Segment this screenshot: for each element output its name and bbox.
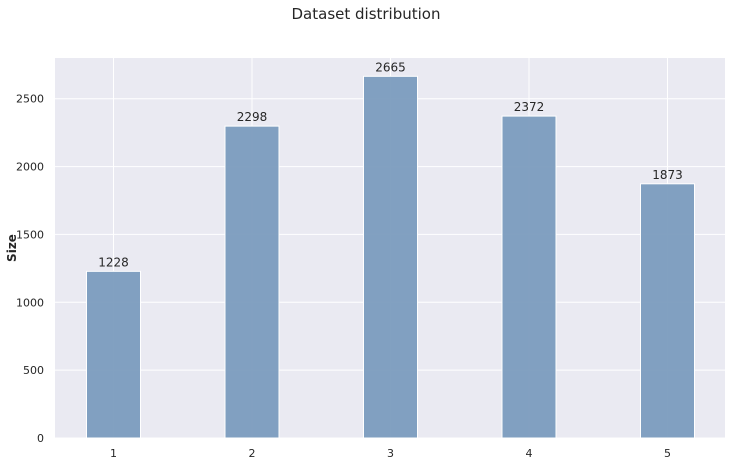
y-axis-ticks: 0 500 1000 1500 2000 2500	[16, 93, 44, 445]
bar-value-label: 2665	[375, 60, 406, 74]
y-tick-label: 1500	[16, 228, 44, 241]
y-tick-label: 2000	[16, 161, 44, 174]
x-tick-label: 1	[110, 447, 117, 460]
bar-value-label: 1228	[98, 255, 129, 269]
bar	[86, 270, 141, 439]
x-tick-label: 3	[387, 447, 394, 460]
bar-value-label: 1873	[652, 168, 683, 182]
bar-value-label: 2372	[514, 100, 545, 114]
y-tick-label: 500	[23, 364, 44, 377]
bar	[363, 75, 418, 439]
bars	[86, 75, 695, 439]
bar	[640, 183, 695, 439]
bar	[224, 125, 280, 439]
x-tick-label: 4	[526, 447, 533, 460]
x-tick-label: 5	[664, 447, 671, 460]
x-tick-label: 2	[249, 447, 256, 460]
y-tick-label: 2500	[16, 93, 44, 106]
chart-title: Dataset distribution	[292, 5, 441, 23]
y-axis-label: Size	[5, 234, 19, 262]
data-labels: 1228 2298 2665 2372 1873	[98, 60, 683, 269]
x-axis-ticks: 1 2 3 4 5	[110, 447, 671, 460]
bar-value-label: 2298	[237, 110, 268, 124]
bar	[501, 115, 557, 439]
y-tick-label: 0	[37, 432, 44, 445]
y-tick-label: 1000	[16, 296, 44, 309]
